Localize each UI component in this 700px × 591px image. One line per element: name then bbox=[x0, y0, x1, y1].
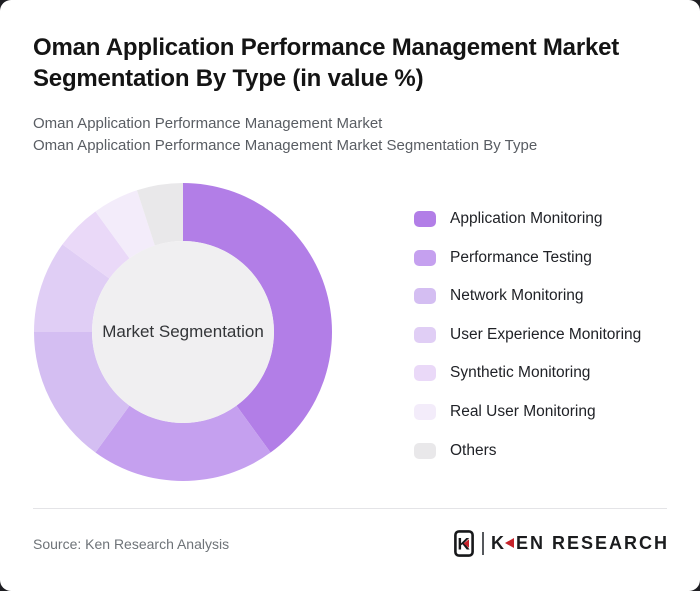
donut-segment bbox=[62, 211, 130, 279]
donut-segment bbox=[34, 332, 130, 453]
donut-segment bbox=[136, 183, 183, 246]
legend-item: Real User Monitoring bbox=[414, 400, 641, 424]
logo-wordmark-rest: EN RESEARCH bbox=[515, 532, 669, 553]
donut-chart bbox=[32, 181, 334, 483]
legend-item: User Experience Monitoring bbox=[414, 323, 641, 347]
source-text: Source: Ken Research Analysis bbox=[33, 536, 230, 552]
legend-label: Performance Testing bbox=[450, 248, 592, 266]
ken-research-logo: K K EN RESEARCH bbox=[454, 528, 669, 558]
donut-chart-svg bbox=[34, 183, 332, 481]
legend-item: Synthetic Monitoring bbox=[414, 361, 641, 385]
svg-text:K: K bbox=[457, 534, 470, 553]
chart-subtitle-line-1: Oman Application Performance Management … bbox=[33, 115, 383, 132]
legend-swatch bbox=[414, 403, 436, 420]
legend-swatch bbox=[414, 211, 436, 227]
legend-label: Real User Monitoring bbox=[450, 402, 596, 420]
chart-subtitle: Oman Application Performance Management … bbox=[33, 113, 537, 156]
legend-swatch bbox=[414, 365, 436, 382]
legend-swatch bbox=[414, 288, 436, 305]
legend-swatch bbox=[414, 442, 436, 459]
logo-arrow-icon bbox=[504, 538, 514, 548]
legend-swatch bbox=[414, 326, 436, 343]
legend-label: Synthetic Monitoring bbox=[450, 364, 591, 382]
donut-segment bbox=[34, 244, 110, 332]
page-title-line-1: Oman Application Performance Management … bbox=[33, 34, 620, 61]
legend-label: Network Monitoring bbox=[450, 287, 584, 305]
legend-swatch bbox=[414, 249, 436, 266]
chart-legend: Application Monitoring Performance Testin… bbox=[414, 207, 641, 477]
page-title-line-2: Segmentation By Type (in value %) bbox=[33, 65, 424, 92]
footer-divider bbox=[33, 508, 667, 509]
logo-wordmark: K EN RESEARCH bbox=[491, 533, 669, 554]
logo-separator bbox=[481, 531, 484, 555]
donut-segment bbox=[183, 183, 332, 453]
chart-subtitle-line-2: Oman Application Performance Management … bbox=[33, 136, 538, 154]
donut-segment bbox=[95, 405, 271, 481]
page-title: Oman Application Performance Management … bbox=[33, 32, 673, 94]
legend-label: Others bbox=[450, 441, 497, 459]
legend-item: Network Monitoring bbox=[414, 284, 641, 308]
legend-item: Performance Testing bbox=[414, 246, 641, 270]
logo-wordmark-k: K bbox=[490, 532, 506, 553]
legend-label: Application Monitoring bbox=[450, 210, 603, 227]
legend-label: User Experience Monitoring bbox=[450, 325, 642, 343]
legend-item: Application Monitoring bbox=[414, 207, 641, 231]
legend-item: Others bbox=[414, 439, 641, 463]
ken-research-badge-icon: K bbox=[454, 529, 474, 557]
donut-center-circle bbox=[92, 241, 274, 423]
donut-segment bbox=[95, 190, 155, 259]
